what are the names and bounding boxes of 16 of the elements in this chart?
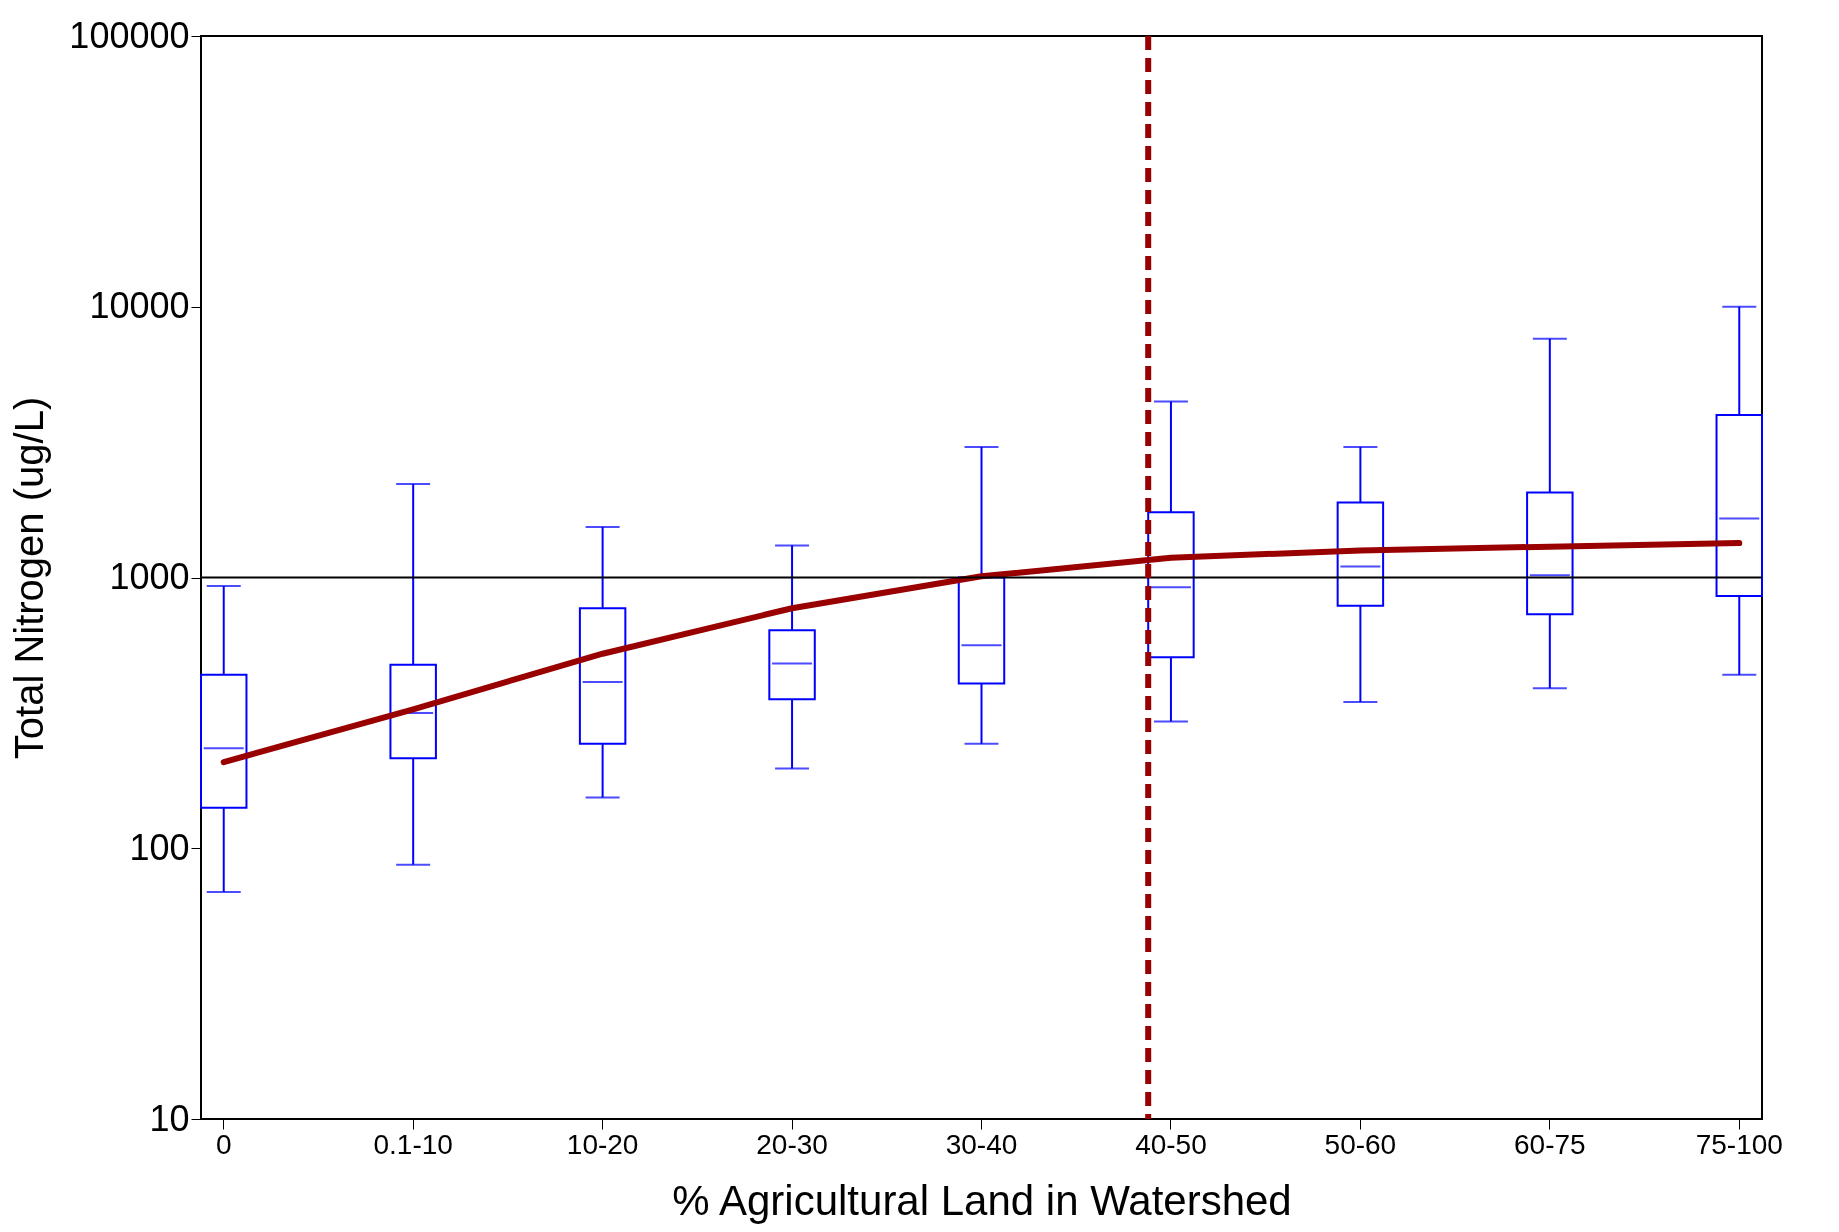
x-tick-label: 20-30 (756, 1128, 828, 1160)
x-tick-label: 0 (215, 1128, 232, 1160)
x-tick-label: 75-100 (1695, 1128, 1783, 1160)
x-axis-title: % Agricultural Land in Watershed (672, 1176, 1292, 1224)
y-tick-label: 10000 (89, 285, 190, 327)
x-tick-label: 10-20 (566, 1128, 639, 1160)
y-tick-label: 1000 (109, 556, 190, 597)
x-tick-label: 30-40 (945, 1128, 1018, 1160)
x-tick-label: 40-50 (1135, 1128, 1207, 1160)
y-tick-label: 100 (129, 826, 190, 868)
y-tick-label: 100000 (69, 14, 190, 56)
x-tick-label: 50-60 (1324, 1128, 1397, 1160)
y-axis-title: Total Nitrogen (ug/L) (7, 396, 52, 760)
x-tick-label: 60-75 (1514, 1128, 1586, 1160)
x-tick-label: 0.1-10 (373, 1128, 453, 1160)
y-tick-label: 10 (149, 1097, 190, 1139)
